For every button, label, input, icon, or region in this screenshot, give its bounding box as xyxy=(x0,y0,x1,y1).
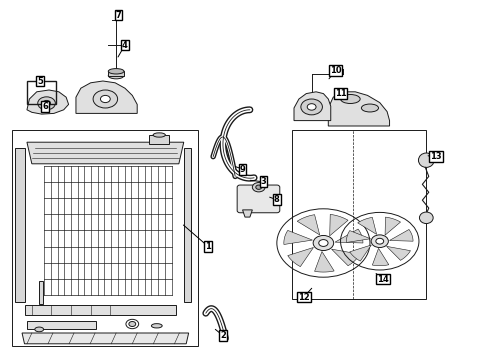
Polygon shape xyxy=(315,252,334,272)
Polygon shape xyxy=(76,81,137,113)
Ellipse shape xyxy=(35,327,44,332)
Circle shape xyxy=(376,238,384,244)
Polygon shape xyxy=(328,92,390,126)
Polygon shape xyxy=(243,210,252,217)
Polygon shape xyxy=(372,248,389,266)
Bar xyxy=(27,81,56,104)
Ellipse shape xyxy=(341,94,360,104)
Text: 12: 12 xyxy=(298,292,310,302)
Text: 4: 4 xyxy=(122,40,128,49)
Bar xyxy=(39,281,43,304)
Bar xyxy=(292,130,426,299)
Circle shape xyxy=(301,99,322,115)
Polygon shape xyxy=(358,217,377,234)
Ellipse shape xyxy=(151,324,162,328)
Bar xyxy=(24,305,176,315)
Text: 5: 5 xyxy=(37,77,43,85)
Polygon shape xyxy=(288,247,314,267)
Bar xyxy=(184,148,191,302)
Text: 13: 13 xyxy=(430,152,442,161)
Text: 7: 7 xyxy=(116,10,122,19)
Circle shape xyxy=(126,319,139,329)
Polygon shape xyxy=(350,245,371,261)
Circle shape xyxy=(252,183,265,192)
Polygon shape xyxy=(27,90,69,114)
Polygon shape xyxy=(387,246,411,260)
Ellipse shape xyxy=(362,104,379,112)
Circle shape xyxy=(318,240,328,246)
Text: 2: 2 xyxy=(220,331,226,340)
Text: 3: 3 xyxy=(261,177,267,186)
Polygon shape xyxy=(332,249,360,266)
Bar xyxy=(15,148,24,302)
Text: 10: 10 xyxy=(330,66,342,75)
Bar xyxy=(108,71,124,76)
Polygon shape xyxy=(330,214,348,236)
Polygon shape xyxy=(22,333,189,344)
Circle shape xyxy=(313,235,334,251)
Text: 1: 1 xyxy=(205,242,211,251)
Polygon shape xyxy=(385,217,400,235)
Circle shape xyxy=(371,235,389,248)
Ellipse shape xyxy=(419,212,433,224)
Bar xyxy=(12,130,198,346)
Circle shape xyxy=(93,90,118,108)
Polygon shape xyxy=(390,229,413,241)
Polygon shape xyxy=(284,230,313,244)
Polygon shape xyxy=(297,215,319,235)
Circle shape xyxy=(129,321,136,327)
Text: 11: 11 xyxy=(335,89,346,98)
Polygon shape xyxy=(294,92,331,121)
Ellipse shape xyxy=(108,72,124,79)
Circle shape xyxy=(307,104,316,110)
Circle shape xyxy=(100,95,110,103)
Bar xyxy=(149,135,169,144)
Circle shape xyxy=(256,185,262,189)
Text: 6: 6 xyxy=(42,102,48,111)
Circle shape xyxy=(43,100,50,106)
Polygon shape xyxy=(335,229,363,243)
Ellipse shape xyxy=(418,153,434,167)
Text: 9: 9 xyxy=(240,165,245,174)
Polygon shape xyxy=(346,230,370,242)
FancyBboxPatch shape xyxy=(237,185,280,213)
Polygon shape xyxy=(27,142,184,164)
Text: 14: 14 xyxy=(377,274,389,284)
Bar xyxy=(27,321,96,329)
Circle shape xyxy=(38,97,55,110)
Ellipse shape xyxy=(108,68,124,74)
Text: 8: 8 xyxy=(274,195,280,204)
Ellipse shape xyxy=(153,133,166,137)
